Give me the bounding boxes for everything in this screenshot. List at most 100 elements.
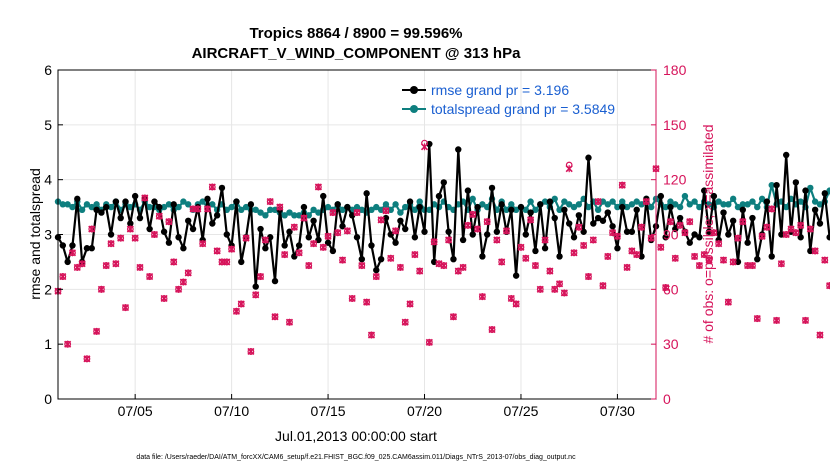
rmse-point — [348, 212, 356, 219]
totalspread-point — [633, 198, 640, 205]
y-axis-right: 0 30 60 90 120 150 180 — [651, 62, 687, 407]
obs-assimilated-point — [261, 236, 269, 244]
rmse-point — [778, 231, 785, 238]
rmse-point — [802, 187, 809, 194]
obs-assimilated-point — [604, 252, 612, 260]
obs-assimilated-point — [252, 291, 260, 299]
totalspread-point — [416, 198, 423, 205]
obs-assimilated-point — [310, 240, 318, 248]
totalspread-point — [78, 206, 86, 214]
obs-assimilated-point — [502, 227, 511, 235]
rmse-point — [479, 253, 486, 260]
x-tick-label-4: 07/25 — [503, 403, 538, 419]
obs-assimilated-point — [266, 198, 274, 206]
obs-assimilated-point — [715, 240, 723, 248]
rmse-point — [344, 203, 351, 211]
rmse-point — [180, 245, 187, 252]
totalspread-point — [339, 206, 346, 214]
obs-assimilated-point — [377, 216, 385, 224]
totalspread-point — [527, 198, 534, 205]
series-rmse — [54, 140, 830, 290]
totalspread-point — [594, 206, 602, 214]
totalspread-point — [262, 212, 269, 219]
obs-assimilated-point — [522, 254, 530, 262]
rmse-point — [455, 146, 462, 153]
obs-assimilated-point — [382, 207, 390, 215]
totalspread-point — [310, 206, 317, 214]
totalspread-point — [715, 198, 722, 205]
rmse-point — [69, 242, 76, 249]
totalspread-point — [373, 203, 380, 211]
obs-assimilated-point — [300, 214, 308, 222]
rmse-point — [122, 198, 129, 205]
rmse-point — [213, 212, 221, 219]
rmse-point — [402, 225, 409, 233]
rmse-point — [710, 192, 718, 200]
totalspread-point — [199, 198, 206, 205]
obs-assimilated-point — [290, 223, 298, 231]
rmse-point — [628, 228, 636, 235]
obs-assimilated-point — [565, 165, 573, 173]
y-axis-left-label: rmse and totalspread — [27, 168, 43, 300]
obs-assimilated-point — [580, 241, 588, 250]
obs-assimilated-point — [657, 243, 665, 251]
obs-assimilated-point — [88, 225, 96, 233]
obs-assimilated-point — [102, 262, 110, 270]
obs-assimilated-point — [517, 243, 525, 251]
totalspread-point — [556, 206, 563, 214]
obs-assimilated-point — [507, 294, 515, 303]
legend-spread-marker — [410, 105, 418, 113]
obs-assimilated-point — [416, 267, 424, 275]
obs-assimilated-point — [107, 240, 115, 248]
totalspread-point — [647, 203, 655, 211]
obs-assimilated-point — [710, 229, 718, 237]
rmse-point — [262, 245, 269, 252]
y-right-tick-label-4: 120 — [663, 172, 687, 188]
rmse-point — [517, 203, 525, 211]
rmse-point — [604, 209, 611, 216]
obs-assimilated-point — [348, 294, 356, 303]
obs-assimilated-point — [121, 304, 130, 312]
totalspread-point — [725, 201, 732, 208]
chart-subtitle: AIRCRAFT_V_WIND_COMPONENT @ 313 hPa — [192, 45, 522, 62]
totalspread-point — [734, 203, 742, 211]
rmse-point — [93, 206, 100, 214]
y-axis-right-label: # of obs: o=possible; ×=assimilated — [700, 124, 716, 343]
obs-assimilated-point — [59, 272, 67, 281]
rmse-point — [416, 203, 423, 211]
obs-assimilated-point — [681, 229, 689, 237]
totalspread-point — [479, 201, 486, 208]
rmse-point — [175, 234, 182, 241]
rmse-point — [387, 231, 394, 238]
totalspread-point — [676, 203, 684, 211]
rmse-point — [734, 258, 742, 266]
obs-assimilated-point — [319, 243, 327, 251]
totalspread-point — [353, 203, 361, 211]
totalspread-point — [623, 203, 631, 211]
rmse-point — [295, 242, 303, 249]
rmse-point — [170, 201, 177, 208]
rmse-point — [821, 190, 828, 197]
y-right-tick-label-6: 180 — [663, 62, 687, 78]
totalspread-point — [619, 198, 626, 205]
obs-assimilated-point — [208, 183, 216, 191]
rmse-point — [662, 234, 669, 241]
y-right-tick-label-5: 150 — [663, 117, 687, 133]
totalspread-point — [662, 203, 669, 211]
rmse-point — [585, 154, 592, 161]
rmse-point — [464, 187, 472, 194]
rmse-point — [315, 236, 322, 244]
rmse-point — [561, 206, 568, 214]
rmse-point — [353, 234, 361, 241]
obs-assimilated-point — [618, 181, 626, 189]
totalspread-point — [305, 212, 312, 219]
rmse-point — [696, 234, 703, 241]
rmse-point — [633, 206, 640, 214]
obs-assimilated-point — [281, 251, 289, 259]
totalspread-point — [286, 209, 293, 216]
rmse-point — [397, 217, 404, 224]
totalspread-point — [638, 201, 645, 208]
obs-assimilated-point — [748, 262, 757, 270]
x-tick-label-0: 07/05 — [118, 403, 153, 419]
